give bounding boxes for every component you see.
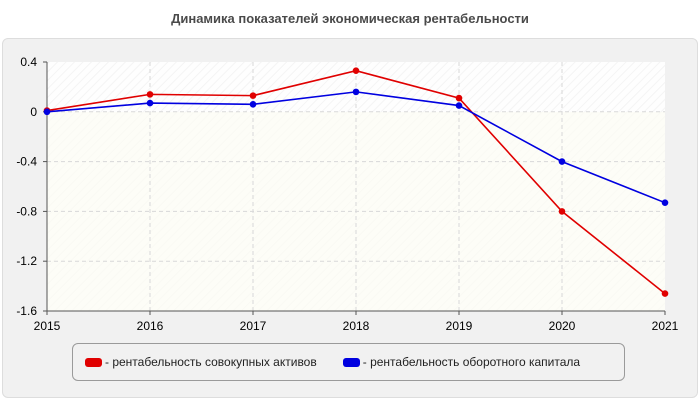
x-tick-label: 2021: [652, 319, 679, 333]
data-point: [352, 67, 360, 75]
legend-label-capital: - рентабельность оборотного капитала: [362, 355, 581, 369]
chart-title: Динамика показателей экономическая рента…: [171, 11, 529, 26]
series-group: [43, 67, 669, 297]
data-point: [146, 91, 154, 98]
y-tick-label: 0: [30, 105, 37, 119]
data-point: [455, 102, 463, 109]
x-tick-label: 2017: [240, 319, 267, 333]
x-tick-label: 2020: [549, 319, 576, 333]
data-point: [661, 199, 669, 206]
legend: - рентабельность совокупных активов - ре…: [72, 343, 625, 381]
legend-item-assets: - рентабельность совокупных активов: [85, 355, 317, 369]
data-point: [146, 99, 154, 107]
data-point: [558, 208, 566, 215]
data-point: [455, 94, 463, 102]
x-tick-label: 2018: [343, 319, 370, 333]
y-tick-label: 0.4: [20, 55, 37, 69]
y-tick-label: -1.6: [16, 304, 37, 318]
legend-swatch-blue: [342, 357, 360, 367]
data-point: [249, 101, 257, 108]
x-tick-label: 2015: [34, 319, 61, 333]
x-tick-label: 2016: [137, 319, 164, 333]
y-tick-label: -1.2: [16, 254, 37, 268]
data-point: [558, 158, 566, 165]
data-point: [352, 88, 360, 96]
x-tick-label: 2019: [446, 319, 473, 333]
legend-swatch-red: [85, 357, 102, 367]
legend-label-assets: - рентабельность совокупных активов: [105, 355, 317, 369]
y-axis-ticks: 0.4 0 -0.4 -0.8 -1.2 -1.6: [16, 55, 47, 318]
data-point: [249, 92, 257, 99]
legend-item-capital: - рентабельность оборотного капитала: [342, 355, 581, 369]
y-tick-label: -0.8: [16, 204, 37, 218]
x-axis-ticks: 2015 2016 2017 2018 2019 2020 2021: [34, 311, 679, 333]
data-point: [43, 108, 51, 116]
y-tick-label: -0.4: [16, 155, 37, 169]
data-point: [661, 290, 669, 297]
